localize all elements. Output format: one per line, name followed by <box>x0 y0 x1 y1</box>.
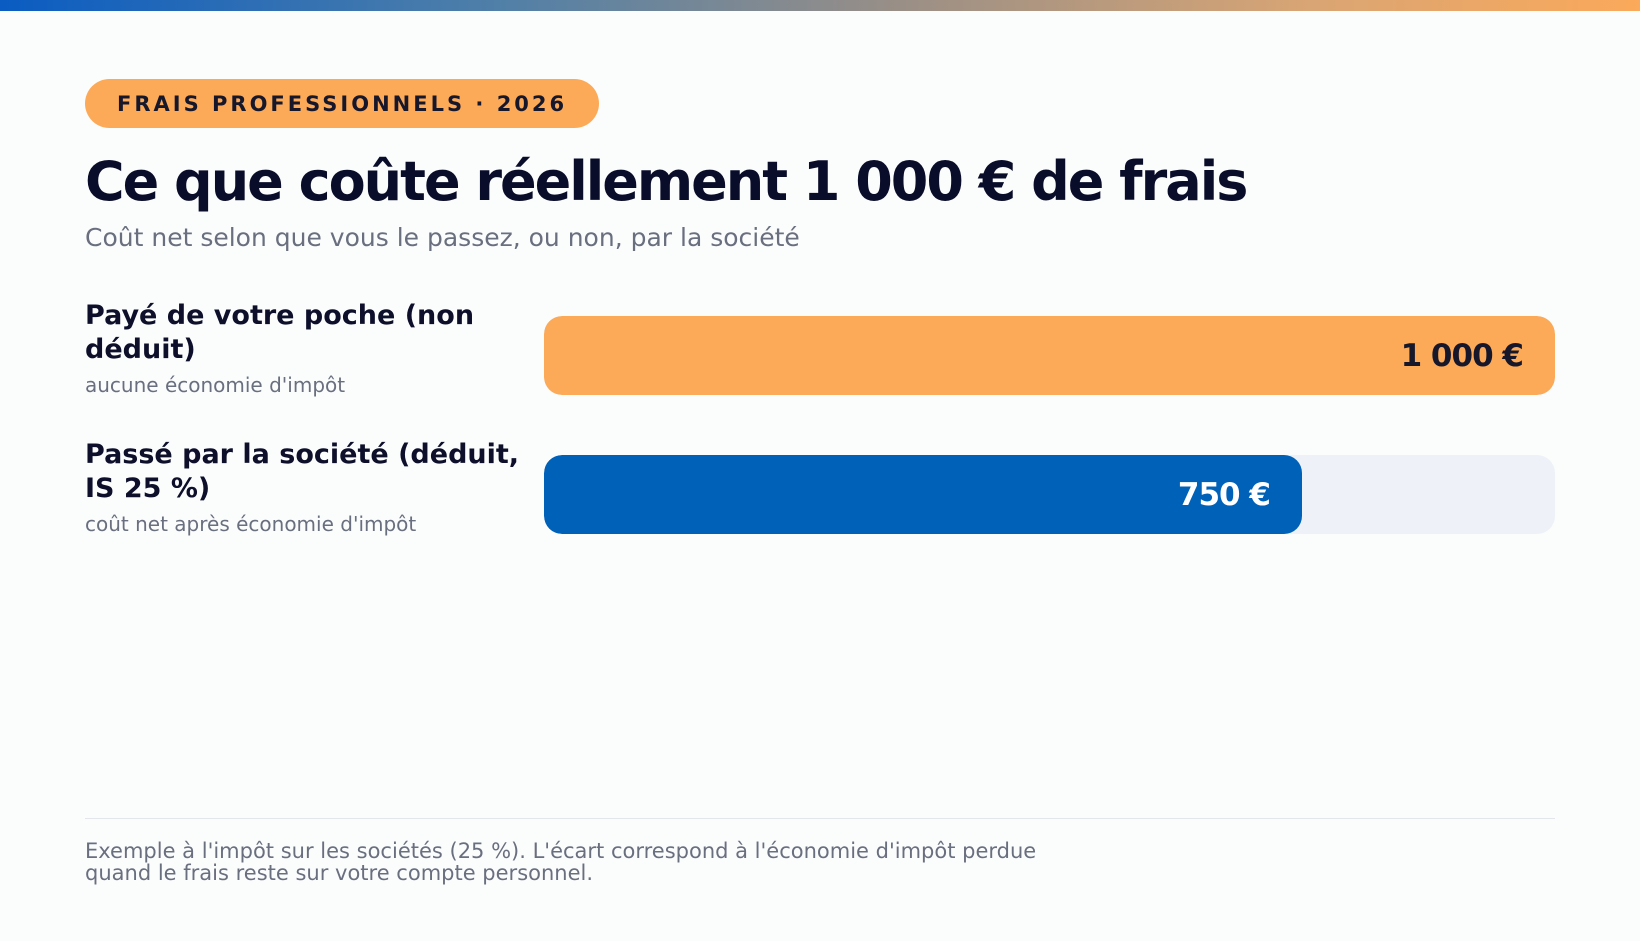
footnote: Exemple à l'impôt sur les sociétés (25 %… <box>85 839 1037 885</box>
bar-track: 1 000 € <box>544 316 1555 395</box>
bar-label-block: Passé par la société (déduit, IS 25 %) c… <box>85 438 535 538</box>
bar-company: 750 € <box>544 455 1302 534</box>
bar-category-label: Payé de votre poche (non déduit) <box>85 300 475 365</box>
bar-category-note: aucune économie d'impôt <box>85 373 346 397</box>
bar-category-label: Passé par la société (déduit, IS 25 %) <box>85 439 520 504</box>
bar-track: 750 € <box>544 455 1555 534</box>
bar-category-note: coût net après économie d'impôt <box>85 512 417 536</box>
bar-label-block: Payé de votre poche (non déduit) aucune … <box>85 299 535 399</box>
bar-value-label: 750 € <box>1177 476 1271 513</box>
category-badge: FRAIS PROFESSIONNELS · 2026 <box>85 79 600 128</box>
chart-subtitle: Coût net selon que vous le passez, ou no… <box>85 223 800 252</box>
footer-divider <box>85 818 1555 819</box>
bar-value-label: 1 000 € <box>1400 337 1524 374</box>
bar-not-deducted: 1 000 € <box>544 316 1555 395</box>
chart-title: Ce que coûte réellement 1 000 € de frais <box>85 150 1248 213</box>
top-gradient-bar <box>0 0 1640 11</box>
